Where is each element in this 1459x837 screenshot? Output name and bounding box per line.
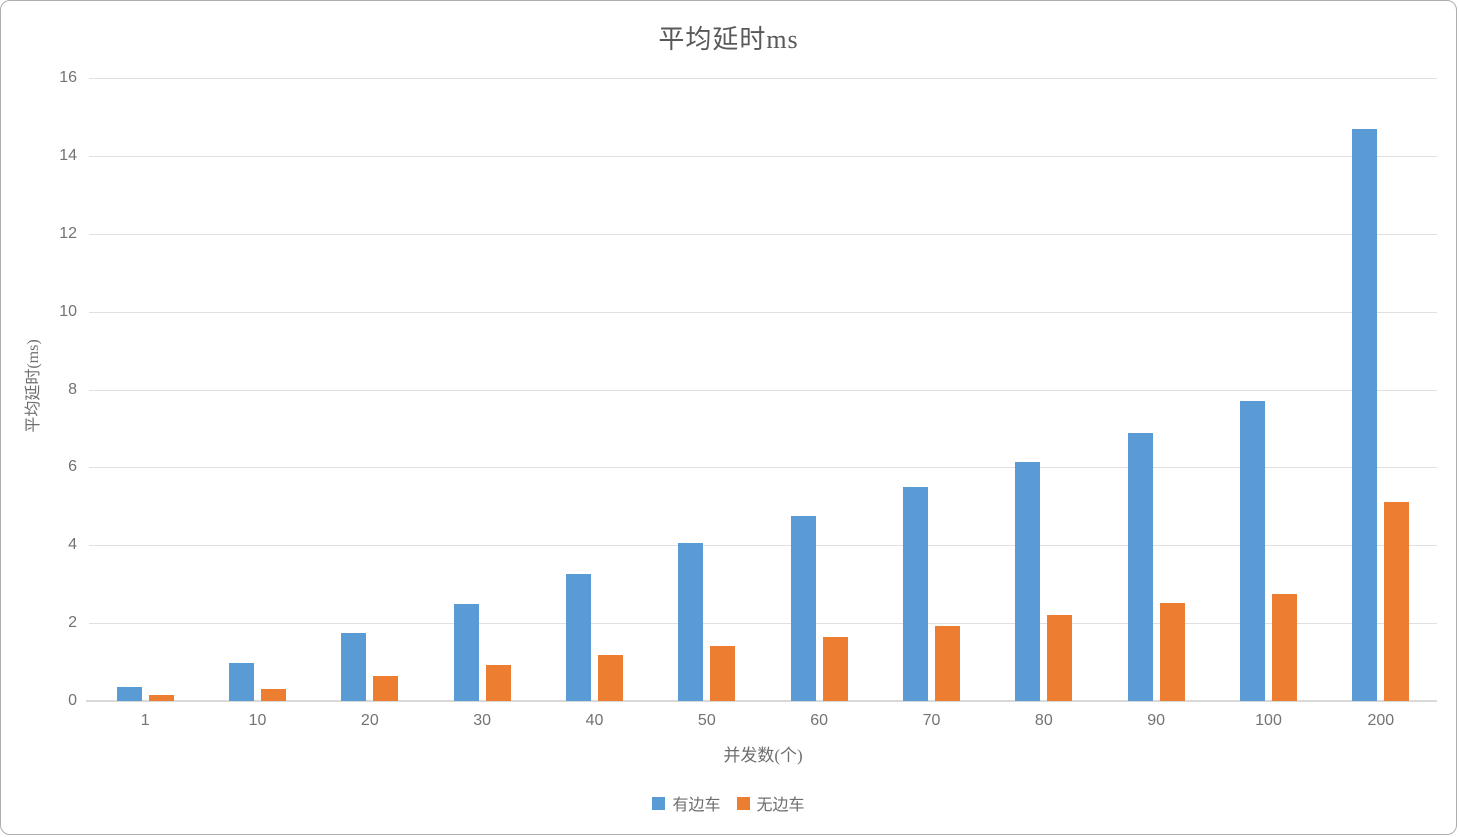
gridline-4 — [89, 545, 1437, 547]
bar-有边车-80 — [1015, 461, 1041, 701]
plot-area — [86, 78, 1437, 702]
bar-group-1 — [89, 78, 201, 701]
bar-无边车-200 — [1384, 502, 1410, 701]
y-tick-label-16: 16 — [59, 69, 77, 86]
legend-item-with-sidecar[interactable]: 有边车 — [652, 791, 721, 815]
bar-group-200 — [1325, 78, 1437, 701]
bar-group-60 — [763, 78, 875, 701]
legend-swatch-orange — [736, 796, 750, 810]
bar-有边车-1 — [116, 687, 142, 701]
bar-无边车-50 — [710, 646, 736, 701]
gridline-10 — [89, 311, 1437, 313]
bar-无边车-90 — [1159, 602, 1185, 701]
bar-group-30 — [426, 78, 538, 701]
bar-无边车-70 — [934, 625, 960, 701]
bar-无边车-40 — [597, 655, 623, 701]
gridline-14 — [89, 155, 1437, 157]
legend-label-with-sidecar: 有边车 — [672, 797, 721, 814]
x-axis-title: 并发数(个) — [723, 746, 803, 765]
legend-swatch-blue — [652, 796, 666, 810]
gridline-12 — [89, 233, 1437, 235]
bar-group-80 — [988, 78, 1100, 701]
gridline-16 — [89, 78, 1437, 79]
x-tick-label-70: 70 — [922, 712, 941, 729]
x-tick-label-1: 1 — [140, 712, 150, 729]
x-tick-label-30: 30 — [473, 712, 492, 729]
x-tick-label-100: 100 — [1255, 712, 1282, 729]
chart-title: 平均延时ms — [658, 25, 799, 54]
legend-item-without-sidecar[interactable]: 无边车 — [736, 791, 805, 815]
bar-无边车-20 — [373, 675, 399, 701]
x-tick-label-90: 90 — [1147, 712, 1166, 729]
bar-无边车-1 — [148, 695, 174, 701]
bar-group-90 — [1100, 78, 1212, 701]
bar-有边车-60 — [790, 516, 816, 701]
x-tick-label-10: 10 — [248, 712, 267, 729]
y-tick-label-8: 8 — [68, 380, 77, 398]
y-tick-label-10: 10 — [59, 302, 77, 320]
legend-label-without-sidecar: 无边车 — [756, 797, 805, 814]
bar-group-40 — [538, 78, 650, 701]
bar-有边车-40 — [565, 573, 591, 701]
bar-group-20 — [314, 78, 426, 701]
bar-无边车-10 — [260, 688, 286, 701]
gridline-8 — [89, 389, 1437, 391]
bar-有边车-90 — [1127, 433, 1153, 701]
x-tick-label-50: 50 — [697, 712, 716, 729]
legend: 有边车 无边车 — [1, 791, 1456, 815]
bar-无边车-30 — [485, 665, 511, 701]
gridline-2 — [89, 623, 1437, 625]
x-tick-label-20: 20 — [360, 712, 379, 729]
x-tick-label-60: 60 — [810, 712, 829, 729]
x-tick-label-200: 200 — [1367, 712, 1395, 729]
x-axis-line — [86, 700, 1437, 702]
bar-有边车-10 — [228, 663, 254, 701]
y-tick-label-4: 4 — [68, 536, 77, 554]
bar-group-10 — [201, 78, 313, 701]
y-tick-label-12: 12 — [59, 224, 77, 242]
bar-无边车-60 — [822, 636, 848, 701]
bar-group-70 — [875, 78, 987, 701]
bar-group-50 — [651, 78, 763, 701]
y-tick-label-2: 2 — [68, 614, 77, 632]
x-tick-label-40: 40 — [585, 712, 604, 729]
bar-有边车-20 — [341, 632, 367, 701]
bar-无边车-100 — [1271, 593, 1297, 701]
bar-无边车-80 — [1047, 615, 1073, 701]
bar-有边车-50 — [678, 543, 704, 701]
y-tick-label-6: 6 — [68, 458, 77, 476]
bar-有边车-30 — [453, 604, 479, 701]
x-tick-label-80: 80 — [1034, 712, 1053, 729]
y-tick-label-14: 14 — [59, 146, 77, 164]
bar-group-100 — [1212, 78, 1324, 701]
bar-有边车-100 — [1239, 401, 1265, 701]
bar-有边车-200 — [1352, 128, 1378, 701]
y-tick-label-0: 0 — [68, 692, 77, 709]
gridline-6 — [89, 467, 1437, 469]
bar-有边车-70 — [902, 486, 928, 701]
